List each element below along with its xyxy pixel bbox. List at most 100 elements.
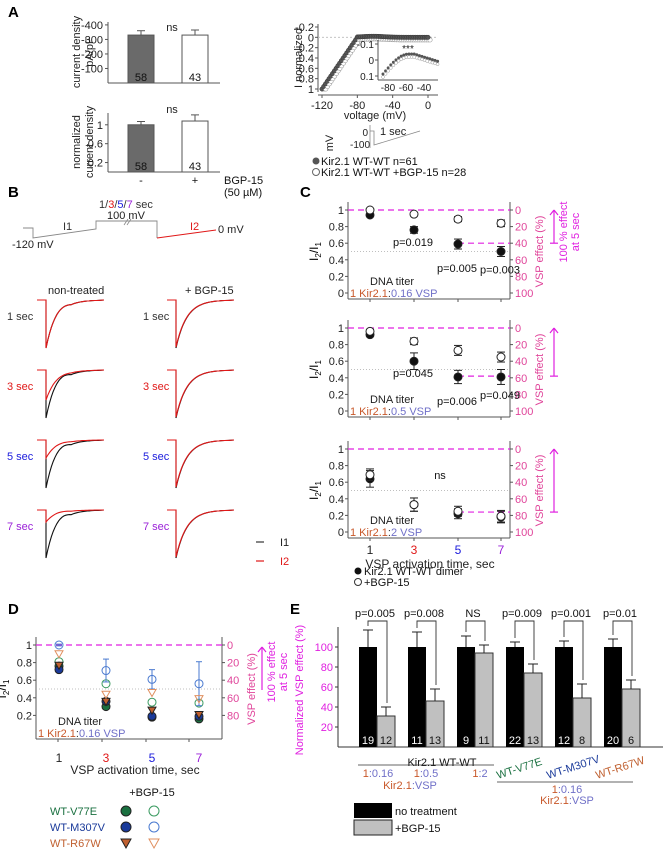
- y2-tick-label: 20: [515, 222, 527, 234]
- titer-ratio: 1 Kir2.1:0.16 VSP: [38, 728, 125, 740]
- inset-point: [381, 72, 385, 76]
- significance-label: ns: [166, 104, 178, 116]
- significance-bracket: [563, 620, 584, 680]
- x-axis-label: BGP-15: [224, 175, 263, 187]
- legend-label: I1: [280, 537, 289, 549]
- inset-point: [430, 58, 434, 62]
- y-tick-label: -300: [81, 34, 103, 46]
- p-value-label: p=0.019: [393, 237, 433, 249]
- y-tick-label: 1: [338, 323, 344, 335]
- inset-point: [389, 63, 393, 67]
- legend-label: no treatment: [395, 806, 457, 818]
- y-axis-label: I2/I1: [0, 679, 11, 698]
- inset-point-bgp: [389, 66, 393, 70]
- mutant-label: WT-R67W: [594, 755, 647, 782]
- y-tick-label: 1: [338, 444, 344, 456]
- data-point-bgp15: [496, 218, 506, 228]
- data-point: [147, 706, 157, 716]
- p-value-label: p=0.049: [480, 390, 520, 402]
- trace-i1: [37, 369, 105, 419]
- titer-sep: :: [76, 728, 79, 740]
- row-label: 1 sec: [143, 311, 170, 323]
- data-point-bgp15: [409, 209, 419, 219]
- inset-tick-label: -0.1: [357, 40, 375, 51]
- y2-tick-label: 0: [515, 444, 521, 456]
- x-tick-label: 7: [196, 751, 203, 765]
- data-point: [147, 689, 157, 698]
- bar-no-treatment: [604, 647, 622, 747]
- data-point: [147, 674, 157, 684]
- ratio-part: :0.16: [369, 768, 393, 780]
- titer-sep: :: [388, 527, 391, 539]
- titer-ratio: 1 Kir2.1:0.16 VSP: [350, 288, 437, 300]
- data-point: [54, 640, 64, 650]
- titer-vsp: 0.16 VSP: [391, 288, 437, 300]
- y-axis-label: I2/I1: [307, 241, 323, 260]
- titer-label: DNA titer: [58, 716, 102, 728]
- inset-point: [410, 52, 414, 56]
- protocol-tick: -100: [350, 140, 370, 151]
- inset-point-bgp: [383, 72, 388, 76]
- protocol-time: 5: [117, 199, 123, 211]
- ratio-part: 1: [472, 768, 478, 780]
- n-label: 12: [380, 735, 392, 747]
- inset-point-bgp: [391, 63, 396, 67]
- y2-tick-label: 60: [515, 255, 527, 267]
- n-label: 43: [189, 72, 201, 84]
- data-point-dimer: [409, 356, 419, 366]
- p-value-label: p=0.01: [603, 608, 637, 620]
- titer-ratio: 1 Kir2.1:0.5 VSP: [350, 406, 431, 418]
- data-point-bgp15: [453, 214, 463, 224]
- trace-i2: [37, 369, 105, 401]
- kir-vsp-label: Kir2.1:VSP: [540, 795, 594, 807]
- y-tick-label: 0.6: [17, 675, 32, 687]
- x-axis-label: voltage (mV): [344, 110, 406, 122]
- data-point: [425, 34, 431, 40]
- titer-kir: 1 Kir2.1: [350, 406, 388, 418]
- inset-point: [407, 52, 411, 56]
- inset-point: [399, 54, 403, 58]
- legend-marker: [312, 157, 320, 165]
- trace-i2: [37, 299, 105, 349]
- y-tick-label: 1: [26, 640, 32, 652]
- y-tick-label: 0.2: [329, 510, 344, 522]
- data-point-bgp15: [496, 511, 506, 521]
- y-tick-label: 20: [321, 722, 333, 734]
- significance-label: ns: [166, 22, 178, 34]
- legend-marker-dimer: [354, 567, 362, 575]
- protocol-time: 1: [99, 199, 105, 211]
- x-tick-label: 5: [149, 751, 156, 765]
- protocol-time: /: [105, 199, 109, 211]
- protocol-i2-label: I2: [190, 221, 199, 233]
- x-tick-label: 5: [455, 543, 462, 557]
- bar-no-treatment: [506, 647, 524, 747]
- kir-vsp-part: Kir2.1: [383, 780, 412, 792]
- y-tick-label: 0.8: [299, 74, 314, 86]
- y-tick-label: 0: [338, 406, 344, 418]
- legend-label: I2: [280, 556, 289, 568]
- panel-label-e: E: [290, 601, 300, 618]
- inset-point: [412, 52, 416, 56]
- y-tick-label: 0.8: [329, 222, 344, 234]
- row-label: 5 sec: [7, 451, 34, 463]
- x-tick-label: 3: [411, 543, 418, 557]
- y-tick-label: 0.4: [329, 373, 344, 385]
- data-point-bgp15: [496, 352, 506, 362]
- titer-sep: :: [388, 406, 391, 418]
- data-point: [101, 690, 111, 700]
- x-axis-label: VSP activation time, sec: [70, 763, 199, 777]
- y-axis-label: I2/I1: [307, 480, 323, 499]
- inset-point-bgp: [381, 75, 385, 79]
- panel-label-a: A: [8, 4, 19, 21]
- y-tick-label: 100: [315, 642, 333, 654]
- column-header-non-treated: non-treated: [48, 285, 104, 297]
- y2-tick-label: 40: [515, 356, 527, 368]
- data-point-bgp15: [365, 205, 375, 215]
- kir-vsp-label: 1:0.16: [552, 784, 583, 796]
- legend-marker: [120, 805, 132, 817]
- x-tick-label: 7: [498, 543, 505, 557]
- titer-kir: 1 Kir2.1: [350, 288, 388, 300]
- y-tick-label: 0.2: [88, 158, 103, 170]
- p-value-label: p=0.008: [404, 608, 444, 620]
